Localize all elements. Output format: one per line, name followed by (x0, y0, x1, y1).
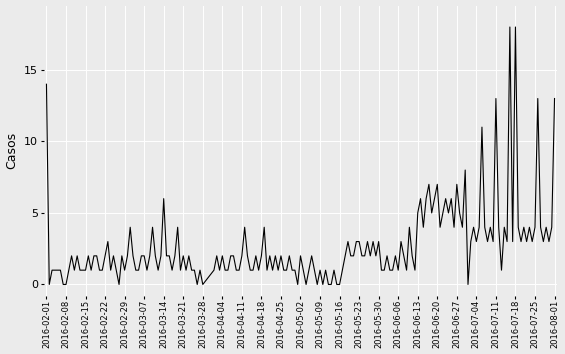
Y-axis label: Casos: Casos (6, 132, 19, 169)
